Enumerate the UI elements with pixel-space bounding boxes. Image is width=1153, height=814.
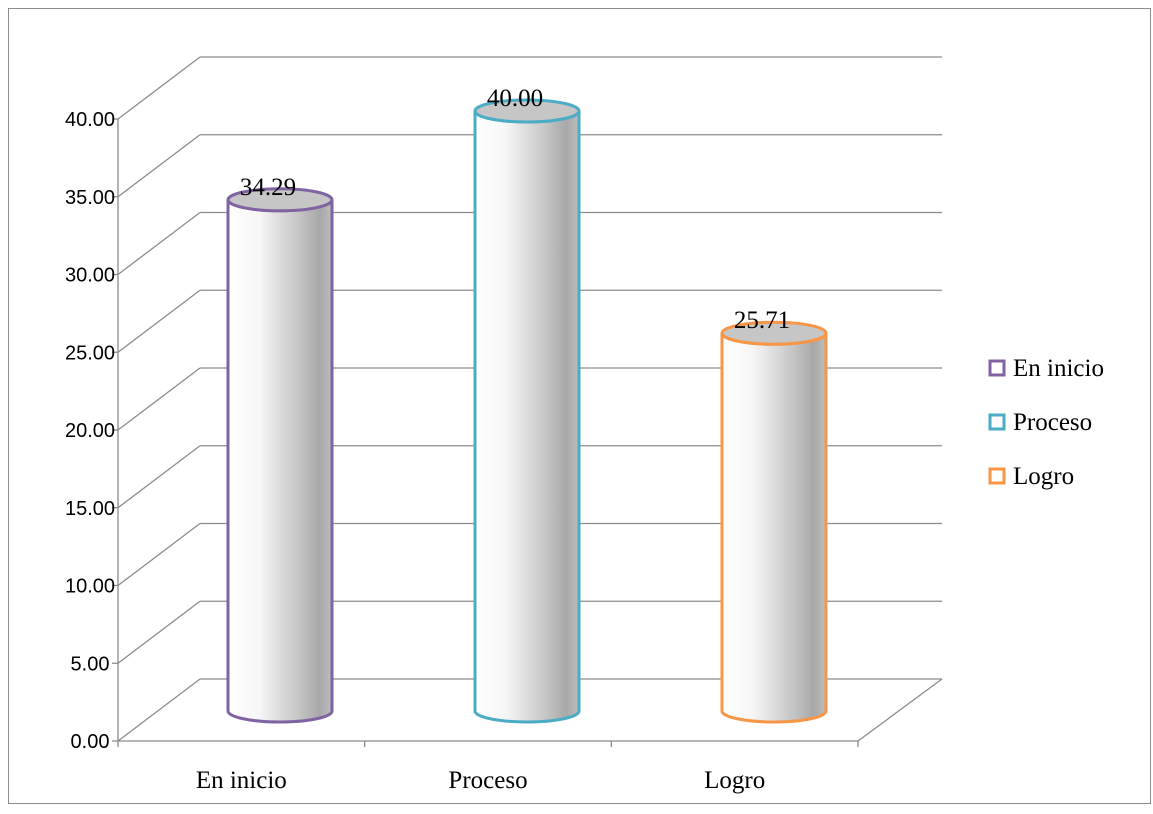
x-tick-label: En inicio <box>196 767 287 794</box>
y-tick-label: 35.00 <box>65 187 115 209</box>
side-wall-line <box>117 445 201 509</box>
legend: En inicio Proceso Logro <box>988 355 1104 490</box>
data-label: 40.00 <box>487 85 543 112</box>
bars-layer <box>226 98 828 724</box>
y-tick-label: 40.00 <box>65 109 115 131</box>
y-tick-label: 30.00 <box>65 265 115 287</box>
data-label: 34.29 <box>240 174 296 201</box>
legend-swatch <box>988 413 1006 431</box>
legend-entry: Proceso <box>1013 409 1092 436</box>
cylinder-bar <box>473 110 581 724</box>
side-wall-line <box>117 211 201 276</box>
side-wall-line <box>117 522 201 587</box>
cylinder-bar <box>720 332 828 724</box>
legend-entry: Logro <box>1013 463 1074 490</box>
side-wall-line <box>117 289 201 353</box>
legend-entry: En inicio <box>1013 355 1104 382</box>
legend-swatch <box>988 467 1006 485</box>
side-wall-line <box>117 56 201 120</box>
side-wall-line <box>117 600 201 664</box>
cylinder-top <box>473 98 581 124</box>
cylinder-top <box>720 320 828 346</box>
y-tick-label: 10.00 <box>65 576 115 598</box>
y-tick-label: 0.00 <box>71 731 110 753</box>
cylinder-bar <box>226 199 334 724</box>
cylinder-top <box>226 187 334 213</box>
x-tick-label: Logro <box>704 767 765 794</box>
x-tick-label: Proceso <box>448 767 527 794</box>
legend-swatch <box>988 359 1006 377</box>
side-wall-line <box>117 367 201 431</box>
y-tick-label: 25.00 <box>65 342 115 364</box>
y-tick-label: 5.00 <box>71 653 110 675</box>
y-tick-label: 20.00 <box>65 420 115 442</box>
floor-edge <box>857 678 943 742</box>
side-wall-line <box>117 134 201 198</box>
y-tick-label: 15.00 <box>65 498 115 520</box>
side-wall-line <box>117 678 201 742</box>
data-label: 25.71 <box>734 307 790 334</box>
labels-layer: 0.00 5.00 10.00 15.00 20.00 25.00 30.00 35.00 40… <box>65 85 790 794</box>
